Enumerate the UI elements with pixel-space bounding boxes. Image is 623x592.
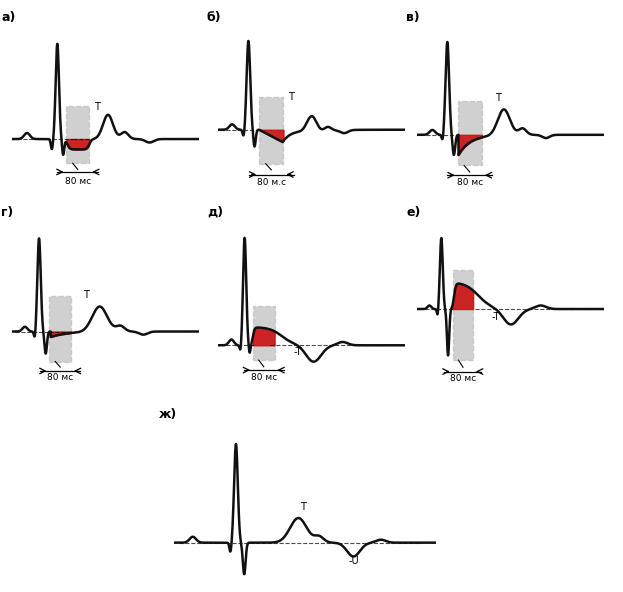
Text: -T: -T [491, 311, 500, 321]
Text: д): д) [207, 206, 223, 219]
Bar [253, 305, 275, 360]
Text: T: T [300, 502, 306, 512]
Text: а): а) [1, 11, 16, 24]
Text: 80 м.с: 80 м.с [257, 178, 286, 187]
Text: -T: -T [293, 347, 302, 357]
Bar [457, 101, 482, 166]
Text: 80 мс: 80 мс [457, 178, 483, 187]
Bar [259, 97, 283, 165]
Text: г): г) [1, 206, 14, 219]
Text: T: T [288, 92, 294, 102]
Text: T: T [94, 102, 100, 112]
Text: б): б) [207, 11, 221, 24]
Bar [67, 106, 89, 163]
Text: T: T [495, 93, 501, 103]
Text: -U: -U [348, 556, 359, 567]
Text: е): е) [406, 206, 421, 219]
Bar [49, 296, 71, 362]
Text: ж): ж) [159, 408, 177, 421]
Text: в): в) [406, 11, 420, 24]
Text: T: T [83, 289, 88, 300]
Text: 80 мс: 80 мс [450, 375, 476, 384]
Text: 80 мс: 80 мс [47, 374, 74, 382]
Text: 80 мс: 80 мс [250, 373, 277, 382]
Text: 80 мс: 80 мс [65, 177, 91, 186]
Bar [452, 270, 473, 360]
